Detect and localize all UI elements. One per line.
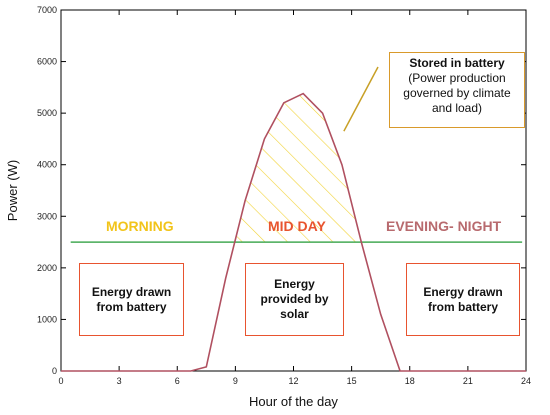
x-tick-label: 18 bbox=[405, 376, 415, 386]
callout-title: Stored in battery bbox=[409, 56, 505, 70]
callout-pointer bbox=[343, 66, 379, 132]
box-evening: Energy drawn from battery bbox=[406, 263, 520, 336]
y-tick-label: 4000 bbox=[37, 160, 57, 170]
y-tick-label: 6000 bbox=[37, 57, 57, 67]
x-axis-label: Hour of the day bbox=[249, 394, 338, 409]
x-tick-label: 9 bbox=[233, 376, 238, 386]
y-tick-label: 7000 bbox=[37, 5, 57, 15]
y-tick-label: 2000 bbox=[37, 263, 57, 273]
period-label-evening-night: EVENING- NIGHT bbox=[386, 218, 502, 234]
x-tick-label: 12 bbox=[288, 376, 298, 386]
y-tick-label: 3000 bbox=[37, 211, 57, 221]
y-axis-label: Power (W) bbox=[5, 160, 20, 221]
period-label-morning: MORNING bbox=[106, 218, 174, 234]
callout-body: (Power production governed by climate an… bbox=[403, 71, 511, 115]
x-tick-label: 21 bbox=[463, 376, 473, 386]
y-tick-label: 5000 bbox=[37, 108, 57, 118]
battery-storage-area bbox=[61, 93, 526, 243]
x-tick-label: 6 bbox=[175, 376, 180, 386]
period-label-midday: MID DAY bbox=[268, 218, 326, 234]
power-curve bbox=[61, 92, 526, 372]
box-morning: Energy drawn from battery bbox=[79, 263, 184, 336]
battery-callout: Stored in battery (Power production gove… bbox=[389, 52, 525, 128]
box-midday: Energy provided by solar bbox=[245, 263, 344, 336]
x-tick-label: 0 bbox=[58, 376, 63, 386]
x-axis-ticks: 0 3 6 9 12 15 18 21 24 bbox=[58, 10, 531, 386]
battery-hatch-fill bbox=[61, 93, 526, 243]
y-tick-label: 0 bbox=[52, 366, 57, 376]
x-tick-label: 24 bbox=[521, 376, 531, 386]
x-tick-label: 3 bbox=[117, 376, 122, 386]
x-tick-label: 15 bbox=[347, 376, 357, 386]
y-tick-label: 1000 bbox=[37, 314, 57, 324]
